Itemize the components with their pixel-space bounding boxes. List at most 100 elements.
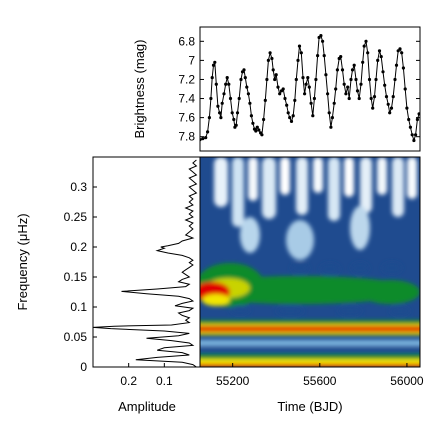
light-curve-point xyxy=(386,102,390,106)
wavelet-lower-band xyxy=(200,364,420,367)
light-curve-point xyxy=(204,136,208,140)
light-curve-y-axis-label: Brightness (mag) xyxy=(132,40,147,139)
light-curve-point xyxy=(289,119,294,123)
wavelet-x-axis-label: Time (BJD) xyxy=(277,399,342,414)
light-curve-point xyxy=(266,58,270,63)
light-curve-point xyxy=(249,114,253,118)
light-curve-point xyxy=(228,96,233,101)
amplitude-y-axis-label: Frequency (μHz) xyxy=(15,213,30,310)
light-curve-point xyxy=(254,129,258,133)
light-curve-point xyxy=(291,114,295,118)
light-curve-point xyxy=(234,123,238,127)
light-curve-point xyxy=(417,112,420,116)
light-curve-point xyxy=(273,77,277,82)
light-curve-point xyxy=(270,56,274,61)
light-curve-point xyxy=(307,85,311,89)
amplitude-spectrum-line xyxy=(93,159,198,367)
wavelet-streak xyxy=(262,157,276,219)
light-curve-point xyxy=(389,106,394,110)
wavelet-streak xyxy=(248,157,258,201)
wavelet-streak xyxy=(232,157,244,227)
light-curve-point xyxy=(321,39,325,43)
amplitude-y-tick-label: 0.2 xyxy=(70,240,87,254)
amplitude-y-tick-label: 0 xyxy=(80,360,87,374)
light-curve-point xyxy=(263,98,267,102)
light-curve-point xyxy=(281,87,285,91)
light-curve-point xyxy=(371,106,375,110)
wavelet-frame xyxy=(199,156,421,368)
wavelet-blob xyxy=(338,306,362,316)
light-curve-point xyxy=(274,73,278,77)
light-curve-point xyxy=(344,92,348,96)
light-curve-point xyxy=(407,117,411,122)
light-curve-point xyxy=(384,95,389,99)
light-curve-point xyxy=(225,76,229,80)
light-curve-point xyxy=(342,82,346,86)
light-curve-point xyxy=(394,63,399,67)
wavelet-lower-band xyxy=(200,359,420,364)
light-curve-point xyxy=(332,101,336,105)
light-curve-point xyxy=(374,77,378,82)
light-curve-point xyxy=(330,116,334,120)
light-curve-y-tick-label: 7.2 xyxy=(178,72,195,86)
light-curve-point xyxy=(334,87,338,91)
light-curve-point xyxy=(286,111,290,115)
light-curve-point xyxy=(296,58,300,63)
light-curve-point xyxy=(201,137,205,141)
light-curve-point xyxy=(335,68,339,72)
light-curve-point xyxy=(322,54,326,58)
light-curve-point xyxy=(262,117,266,122)
light-curve-point xyxy=(414,133,418,137)
wavelet-blob xyxy=(382,262,402,274)
light-curve-point xyxy=(326,92,330,96)
wavelet-x-ticks: 55200 55600 56000 xyxy=(216,363,424,388)
light-curve-point xyxy=(299,51,303,55)
light-curve-point xyxy=(260,133,264,137)
light-curve-y-tick-label: 7.8 xyxy=(178,130,195,144)
wavelet-yellow-patch xyxy=(202,294,230,306)
light-curve-point xyxy=(403,87,407,91)
light-curve-point xyxy=(327,111,331,115)
wavelet-blob xyxy=(350,206,370,250)
light-curve-point xyxy=(366,51,370,55)
light-curve-point xyxy=(346,85,350,89)
light-curve-point xyxy=(316,54,320,58)
light-curve-point xyxy=(218,111,222,115)
amplitude-y-tick-label: 0.05 xyxy=(64,330,88,344)
light-curve-point xyxy=(207,116,211,120)
light-curve-point xyxy=(251,121,255,125)
light-curve-point xyxy=(283,96,287,101)
light-curve-point xyxy=(362,44,366,48)
light-curve-point xyxy=(393,77,397,82)
light-curve-point xyxy=(311,114,315,118)
light-curve-point xyxy=(214,82,218,86)
light-curve-point xyxy=(248,101,252,105)
light-curve-point xyxy=(415,117,419,122)
light-curve-point xyxy=(391,95,395,99)
wavelet-streak xyxy=(360,157,372,213)
light-curve-y-tick-label: 6.8 xyxy=(178,34,195,48)
light-curve-point xyxy=(246,92,250,96)
wavelet-blob xyxy=(240,217,260,253)
light-curve-point xyxy=(324,73,328,77)
light-curve-point xyxy=(255,125,259,129)
light-curve-point xyxy=(359,82,363,86)
light-curve-point xyxy=(235,111,240,115)
light-curve-point xyxy=(412,138,416,143)
wavelet-x-tick-label: 55600 xyxy=(303,374,337,388)
light-curve-point xyxy=(329,125,333,129)
wavelet-blob xyxy=(390,306,410,316)
light-curve-point xyxy=(297,44,302,48)
light-curve-point xyxy=(242,68,246,72)
wavelet-lower-band xyxy=(200,340,420,346)
light-curve-point xyxy=(314,77,318,82)
light-curve-point xyxy=(410,133,414,137)
light-curve-point xyxy=(288,116,292,120)
light-curve-point xyxy=(227,82,231,86)
light-curve-point xyxy=(278,92,282,96)
light-curve-point xyxy=(350,68,355,72)
amplitude-y-ticks: 0 0.05 0.1 0.15 0.2 0.25 0.3 xyxy=(64,180,97,374)
amplitude-x-ticks: 0.2 0.1 xyxy=(120,363,173,388)
light-curve-panel: 6.8 7 7.2 7.4 7.6 7.8 Brightness (mag) xyxy=(132,26,421,152)
wavelet-main-band xyxy=(200,326,420,332)
